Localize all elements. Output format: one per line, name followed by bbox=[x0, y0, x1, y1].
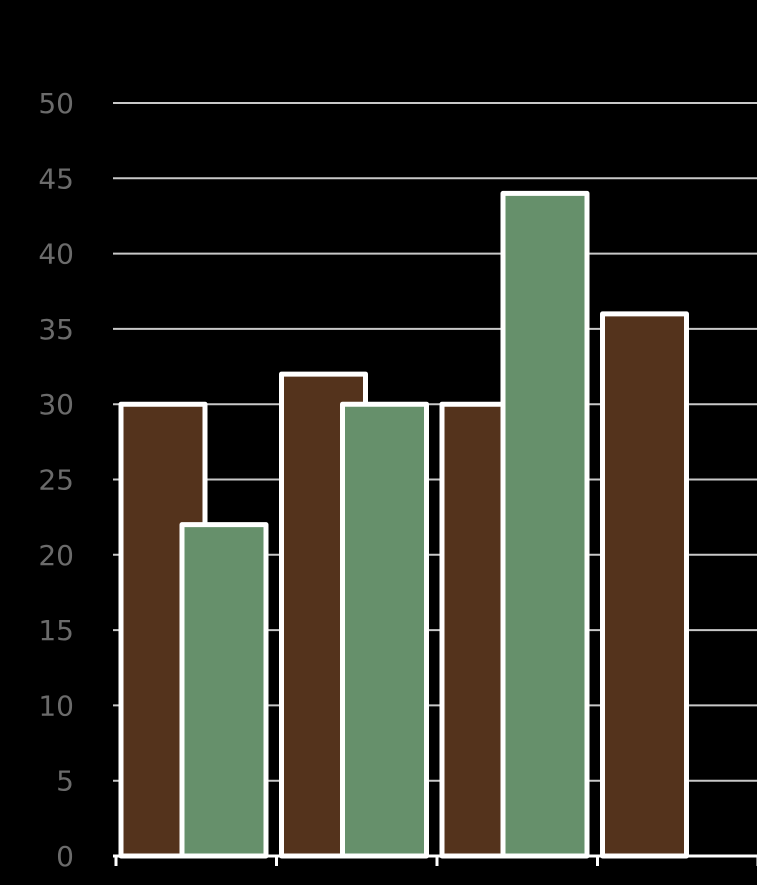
y-tick-label: 15 bbox=[38, 614, 74, 647]
y-tick-label: 35 bbox=[38, 313, 74, 346]
y-tick-label: 20 bbox=[38, 539, 74, 572]
bar bbox=[340, 401, 429, 859]
bar bbox=[600, 311, 689, 859]
y-tick-label: 40 bbox=[38, 238, 74, 271]
y-tick-label: 25 bbox=[38, 464, 74, 497]
y-tick-label: 0 bbox=[56, 840, 74, 873]
bar bbox=[179, 522, 269, 859]
bar bbox=[500, 190, 590, 859]
y-tick-label: 45 bbox=[38, 162, 74, 195]
y-tick-label: 5 bbox=[56, 765, 74, 798]
y-tick-label: 50 bbox=[38, 87, 74, 120]
y-tick-label: 30 bbox=[38, 388, 74, 421]
y-tick-label: 10 bbox=[38, 689, 74, 722]
